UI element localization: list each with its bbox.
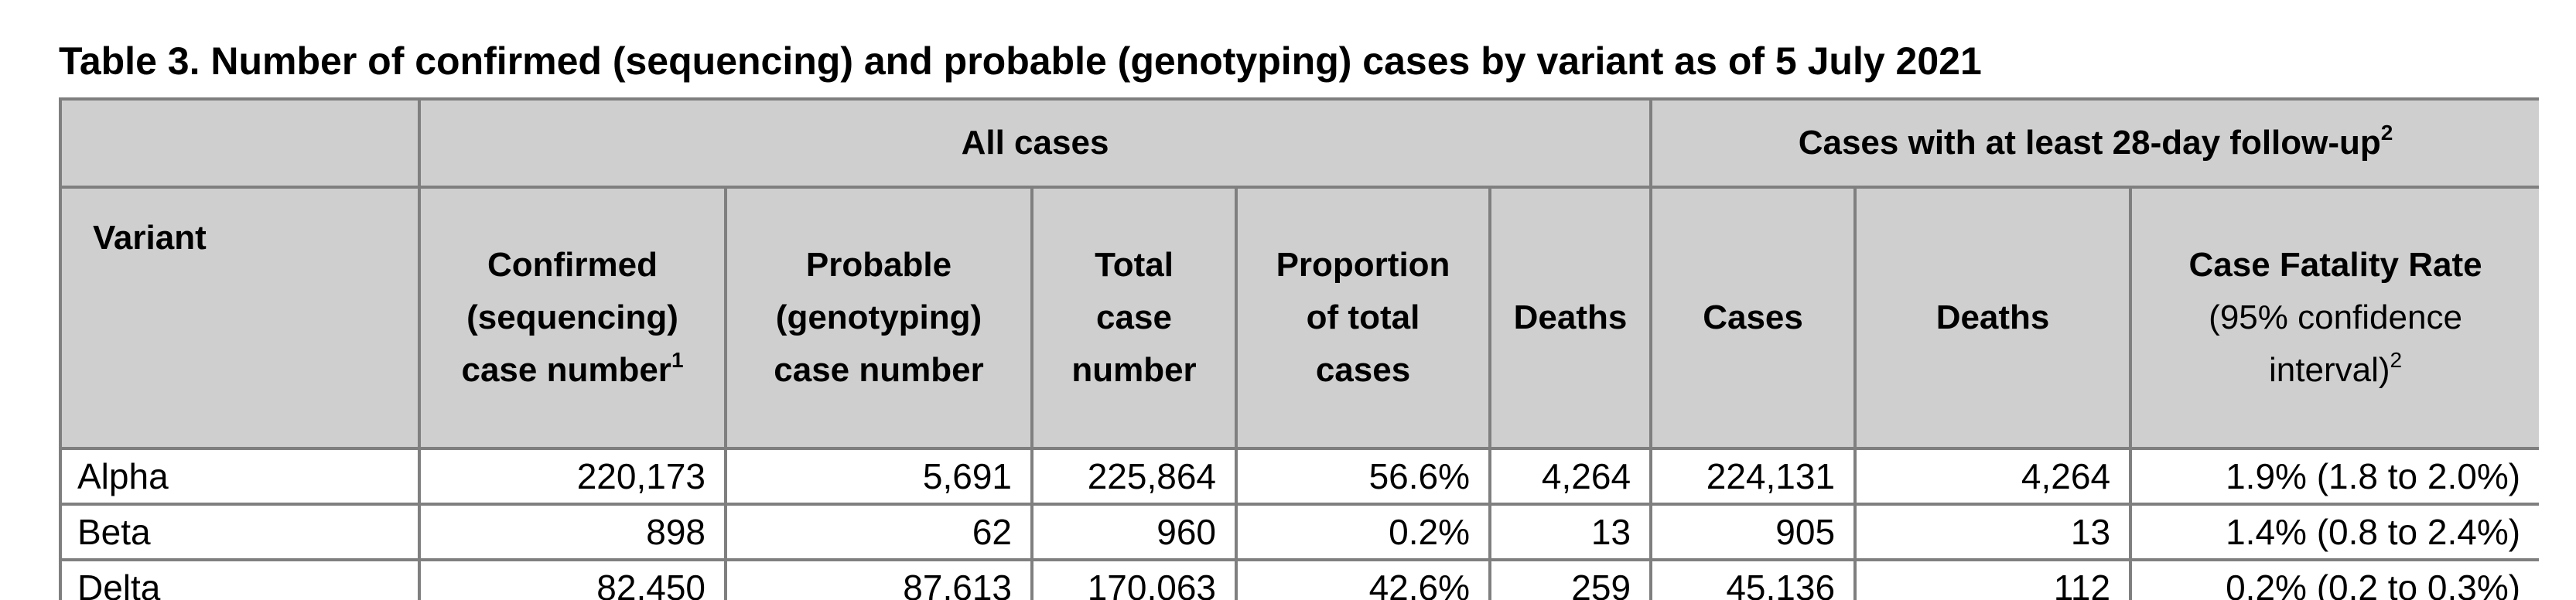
table-row-delta: Delta 82,450 87,613 170,063 42.6% 259 45…	[59, 558, 2539, 600]
probable-cell: 62	[724, 503, 1033, 561]
cfr-header-line3-wrap: interval)2	[2132, 344, 2539, 397]
all-cases-label: All cases	[961, 124, 1109, 162]
total-header-line1: Total	[1095, 246, 1174, 284]
table-row-beta: Beta 898 62 960 0.2% 13 905 13 1.4% (0.8…	[59, 503, 2539, 561]
cfr-header-line1: Case Fatality Rate	[2188, 246, 2482, 284]
followup-deaths-cell: 112	[1853, 558, 2133, 600]
deaths-cell: 4,264	[1488, 447, 1653, 506]
confirmed-column-header: Confirmed (sequencing) case number1	[418, 186, 727, 450]
header-column-row: Variant Confirmed (sequencing) case numb…	[59, 186, 2539, 450]
variant-cell: Beta	[59, 503, 421, 561]
proportion-cell: 42.6%	[1235, 558, 1491, 600]
probable-header-line2: (genotyping)	[775, 298, 982, 336]
deaths-cell: 259	[1488, 558, 1653, 600]
followup-cases-header-label: Cases	[1703, 298, 1803, 336]
cfr-header-line3: interval)	[2269, 351, 2390, 389]
table-caption: Table 3. Number of confirmed (sequencing…	[59, 39, 1982, 83]
probable-cell: 87,613	[724, 558, 1033, 600]
table-container: All cases Cases with at least 28-day fol…	[59, 97, 2539, 600]
confirmed-header-line2: (sequencing)	[466, 298, 678, 336]
followup-group-header: Cases with at least 28-day follow-up2	[1649, 97, 2539, 189]
proportion-column-header: Proportion of total cases	[1235, 186, 1491, 450]
cfr-header-line2: (95% confidence	[2209, 298, 2462, 336]
total-header-line2: case	[1096, 298, 1172, 336]
variant-column-header: Variant	[59, 186, 421, 450]
deaths-cell: 13	[1488, 503, 1653, 561]
followup-deaths-column-header: Deaths	[1853, 186, 2133, 450]
followup-cases-cell: 45,136	[1649, 558, 1857, 600]
followup-label: Cases with at least 28-day follow-up	[1798, 124, 2381, 162]
confirmed-header-line1: Confirmed	[487, 246, 658, 284]
cfr-cell: 0.2% (0.2 to 0.3%)	[2129, 558, 2539, 600]
followup-cases-cell: 224,131	[1649, 447, 1857, 506]
deaths-column-header: Deaths	[1488, 186, 1653, 450]
all-cases-group-header: All cases	[417, 97, 1653, 189]
followup-cases-cell: 905	[1649, 503, 1857, 561]
footnote-marker: 2	[2380, 121, 2393, 145]
total-header-line3: number	[1071, 351, 1197, 389]
probable-header-line3: case number	[774, 351, 984, 389]
confirmed-header-line3: case number	[461, 351, 671, 389]
confirmed-cell: 220,173	[418, 447, 727, 506]
followup-deaths-cell: 13	[1853, 503, 2133, 561]
confirmed-cell: 898	[418, 503, 727, 561]
confirmed-cell: 82,450	[418, 558, 727, 600]
proportion-header-line1: Proportion	[1276, 246, 1450, 284]
probable-header-line1: Probable	[805, 246, 952, 284]
proportion-cell: 0.2%	[1235, 503, 1491, 561]
footnote-marker: 1	[671, 348, 684, 373]
table-row-alpha: Alpha 220,173 5,691 225,864 56.6% 4,264 …	[59, 447, 2539, 506]
variant-cell: Alpha	[59, 447, 421, 506]
variant-cases-table: All cases Cases with at least 28-day fol…	[59, 97, 2539, 600]
followup-deaths-header-label: Deaths	[1935, 298, 2050, 336]
cfr-column-header: Case Fatality Rate (95% confidence inter…	[2129, 186, 2539, 450]
probable-column-header: Probable (genotyping) case number	[724, 186, 1033, 450]
proportion-header-line3: cases	[1315, 351, 1411, 389]
proportion-cell: 56.6%	[1235, 447, 1491, 506]
cfr-cell: 1.9% (1.8 to 2.0%)	[2129, 447, 2539, 506]
total-cell: 170,063	[1030, 558, 1238, 600]
followup-deaths-cell: 4,264	[1853, 447, 2133, 506]
total-column-header: Total case number	[1030, 186, 1238, 450]
probable-cell: 5,691	[724, 447, 1033, 506]
proportion-header-line2: of total	[1306, 298, 1420, 336]
variant-header-label: Variant	[93, 219, 207, 257]
variant-cell: Delta	[59, 558, 421, 600]
total-cell: 225,864	[1030, 447, 1238, 506]
header-group-row: All cases Cases with at least 28-day fol…	[59, 97, 2539, 189]
header-corner-cell	[59, 97, 421, 189]
followup-cases-column-header: Cases	[1649, 186, 1857, 450]
deaths-header-label: Deaths	[1513, 298, 1628, 336]
total-cell: 960	[1030, 503, 1238, 561]
cfr-cell: 1.4% (0.8 to 2.4%)	[2129, 503, 2539, 561]
footnote-marker: 2	[2390, 348, 2403, 373]
